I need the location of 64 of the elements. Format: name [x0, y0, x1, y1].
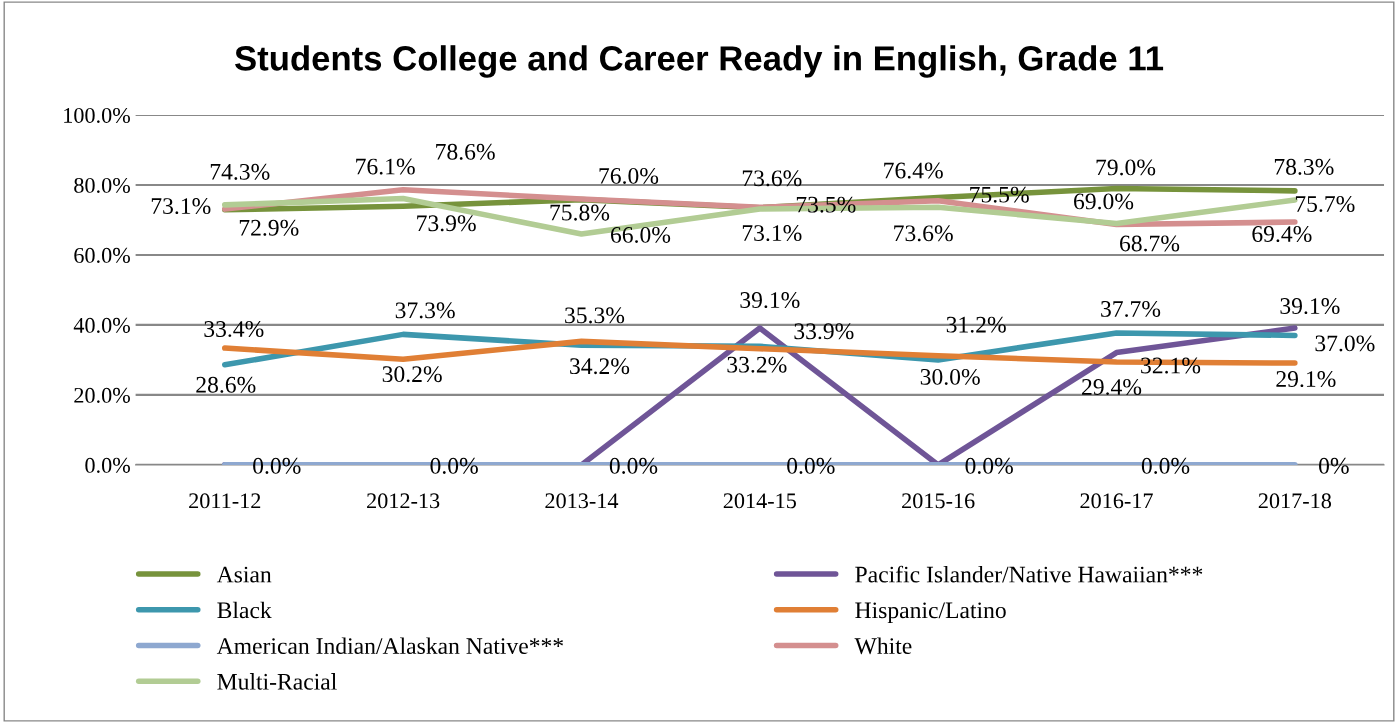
data-label: 75.8% [550, 204, 610, 221]
legend-label: Pacific Islander/Native Hawaiian*** [855, 565, 1203, 583]
data-label: 76.1% [356, 158, 415, 175]
y-tick-label: 80.0% [74, 177, 130, 193]
y-tick-label: 0.0% [85, 457, 130, 473]
data-label: 0.0% [253, 457, 301, 474]
data-label: 29.4% [1082, 378, 1142, 396]
data-label: 66.0% [610, 226, 671, 243]
legend-label: Multi-Racial [217, 673, 337, 690]
y-tick-label: 20.0% [74, 387, 130, 403]
data-label: 0.0% [1141, 457, 1190, 474]
legend-label: Black [217, 601, 272, 619]
data-label: 28.6% [196, 376, 256, 393]
data-label: 39.1% [740, 292, 800, 309]
data-label: 37.7% [1101, 300, 1161, 317]
data-label: 37.3% [395, 302, 455, 319]
data-label: 0.0% [430, 457, 478, 474]
chart-title: Students College and Career Ready in English, Grade 11 [235, 45, 1164, 78]
legend-label: Asian [216, 566, 272, 583]
x-tick-label: 2011-12 [189, 493, 261, 509]
data-label: 31.2% [946, 316, 1006, 333]
data-label: 39.1% [1280, 298, 1340, 315]
y-tick-label: 100.0% [64, 107, 130, 123]
y-tick-label: 60.0% [74, 247, 130, 263]
data-label: 33.4% [204, 320, 264, 338]
y-tick-label: 40.0% [73, 317, 130, 333]
data-label: 73.6% [742, 170, 802, 187]
data-label: 76.4% [884, 162, 943, 179]
data-label: 33.2% [727, 356, 787, 373]
data-label: 0.0% [965, 457, 1013, 474]
data-label: 75.7% [1295, 195, 1355, 212]
data-label: 73.1% [742, 225, 802, 242]
data-label: 78.3% [1274, 158, 1334, 175]
data-label: 76.0% [599, 167, 659, 184]
data-label: 30.0% [920, 368, 980, 385]
data-label: 74.3% [210, 163, 270, 180]
data-label: 0.0% [787, 457, 835, 474]
x-tick-label: 2014-15 [723, 493, 796, 509]
data-label: 30.2% [382, 366, 442, 383]
data-label: 37.0% [1315, 335, 1375, 352]
x-tick-label: 2012-13 [367, 493, 440, 509]
legend-label: Hispanic/Latino [855, 602, 1006, 624]
data-label: 0.0% [609, 457, 658, 474]
x-tick-label: 2017-18 [1258, 493, 1332, 509]
data-label: 68.7% [1120, 235, 1180, 252]
data-label: 73.5% [796, 196, 856, 213]
x-tick-label: 2013-14 [545, 493, 619, 509]
data-label: 73.9% [417, 215, 476, 232]
data-label: 73.6% [894, 225, 953, 242]
data-label: 69.0% [1074, 193, 1134, 210]
x-tick-label: 2015-16 [902, 493, 975, 509]
legend-label: White [854, 637, 912, 655]
data-label: 78.6% [436, 143, 495, 160]
data-label: 34.2% [570, 358, 630, 375]
x-tick-label: 2016-17 [1080, 493, 1153, 509]
data-label: 69.4% [1252, 226, 1312, 243]
data-label: 29.1% [1276, 371, 1336, 388]
data-label: 35.3% [565, 307, 625, 324]
legend-label: American Indian/Alaskan Native*** [216, 637, 564, 654]
data-label: 72.9% [239, 219, 299, 236]
data-label: 79.0% [1096, 159, 1156, 176]
data-label: 0% [1319, 457, 1349, 474]
data-label: 33.9% [794, 323, 854, 340]
data-label: 73.1% [151, 198, 211, 215]
